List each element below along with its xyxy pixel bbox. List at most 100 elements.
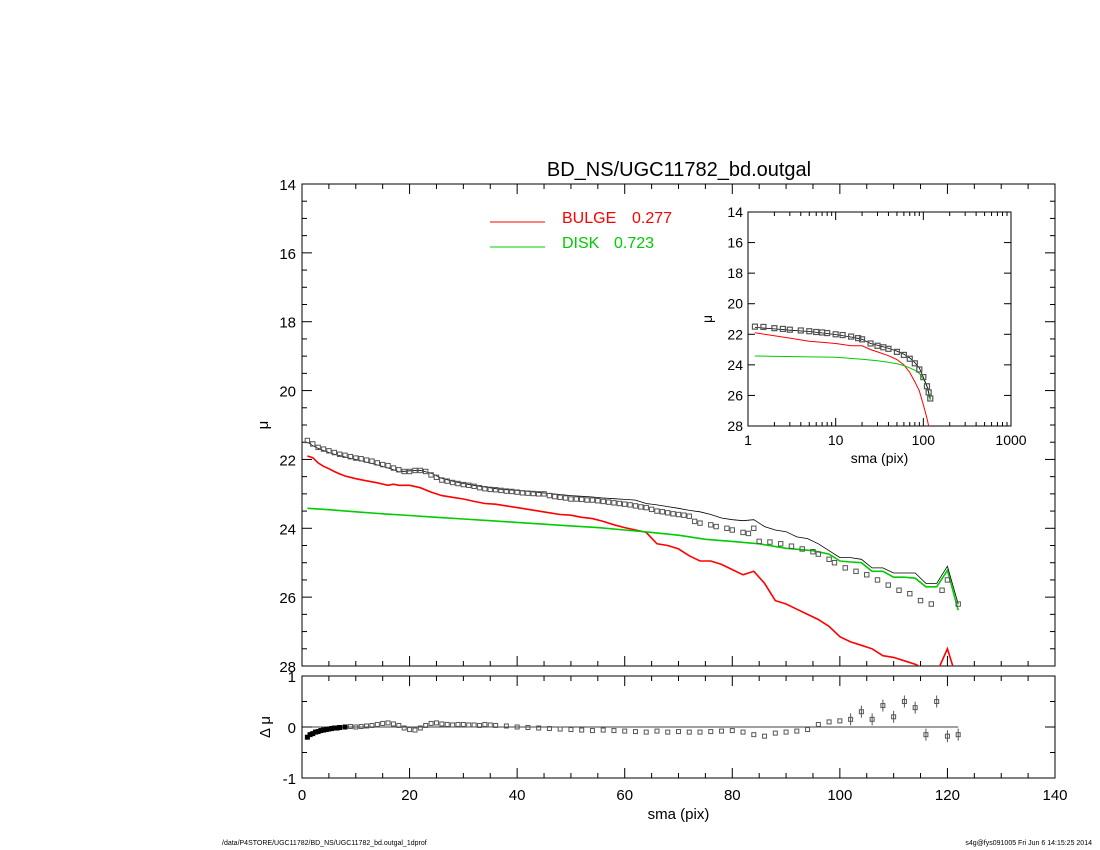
observed-point <box>525 490 531 496</box>
observed-point <box>864 572 870 578</box>
observed-point <box>385 462 391 469</box>
observed-point <box>799 546 805 552</box>
observed-point <box>648 506 655 513</box>
inset-total-line <box>754 327 931 399</box>
observed-point <box>320 446 327 452</box>
observed-point <box>611 500 617 506</box>
observed-point <box>665 510 671 516</box>
observed-point <box>777 541 784 547</box>
y-tick-label: 18 <box>279 315 296 332</box>
observed-point <box>675 511 682 518</box>
observed-point <box>632 503 639 509</box>
residual-point <box>665 729 671 735</box>
inset-observed-point <box>911 360 918 367</box>
observed-point <box>853 568 859 575</box>
residual-point <box>622 728 628 734</box>
inset-observed-point <box>923 383 931 390</box>
observed-point <box>842 565 848 571</box>
inset-x-tick-label: 100 <box>912 432 936 448</box>
residual-point <box>611 728 617 734</box>
observed-point <box>643 504 649 511</box>
observed-point <box>358 456 364 462</box>
observed-point <box>955 601 961 607</box>
residual-point <box>536 725 542 731</box>
observed-point <box>514 489 520 495</box>
inset-observed-point <box>813 328 820 336</box>
inset-observed-point <box>900 351 907 359</box>
resid-x-tick-label: 60 <box>616 787 633 804</box>
y-axis-label: μ <box>255 421 272 430</box>
inset-observed-point <box>824 329 831 337</box>
observed-point <box>444 478 450 484</box>
residual-point <box>401 725 407 731</box>
observed-point <box>605 499 612 505</box>
observed-point <box>304 437 311 444</box>
residual-point <box>848 716 854 722</box>
residual-point <box>546 726 552 732</box>
residual-point <box>380 720 386 726</box>
y-tick-label: 20 <box>279 384 296 401</box>
residual-point <box>444 721 450 727</box>
main-plot-panel: 14 16 18 20 22 24 26 28 μ <box>255 177 1056 676</box>
residual-point <box>697 729 703 735</box>
residual-point <box>374 721 380 727</box>
residual-point <box>762 733 768 739</box>
residual-point <box>358 723 364 729</box>
inset-x-tick-label: 1 <box>744 432 752 448</box>
observed-point <box>310 441 316 447</box>
inset-observed-point <box>867 340 874 347</box>
resid-y-tick-label: 0 <box>288 720 296 737</box>
observed-point <box>353 455 359 461</box>
residual-point <box>417 725 423 731</box>
resid-x-tick-label: 80 <box>724 787 741 804</box>
residual-point <box>407 727 413 733</box>
observed-point <box>546 492 553 499</box>
residual-point <box>600 727 606 733</box>
residual-point <box>955 732 961 738</box>
residual-point <box>568 727 574 733</box>
inset-y-tick-label: 26 <box>727 387 743 403</box>
observed-point <box>815 551 822 557</box>
observed-point <box>417 467 424 474</box>
total-model-line <box>307 441 959 605</box>
residual-point <box>944 733 950 739</box>
observed-point <box>535 491 542 497</box>
inset-disk-line <box>754 355 931 401</box>
resid-y-tick-label: 1 <box>288 669 296 686</box>
residual-point <box>455 721 461 727</box>
legend: BULGE 0.277 DISK 0.723 <box>490 210 672 252</box>
observed-point <box>885 582 891 588</box>
resid-x-tick-label: 120 <box>935 787 960 804</box>
residual-point <box>676 729 681 735</box>
observed-point <box>412 467 418 474</box>
observed-point <box>466 482 472 488</box>
footer-file-path: /data/P4STORE/UGC11782/BD_NS/UGC11782_bd… <box>222 840 427 847</box>
residual-point <box>412 727 418 733</box>
observed-point <box>595 498 601 504</box>
residual-point <box>369 722 375 728</box>
residual-point <box>423 722 429 728</box>
observed-point <box>724 525 730 531</box>
residual-point <box>815 721 821 727</box>
residual-point <box>589 728 595 734</box>
inset-observed-point <box>920 373 927 381</box>
observed-point <box>406 468 413 475</box>
inset-observed-point <box>832 331 839 338</box>
observed-point <box>670 511 676 517</box>
residual-point <box>772 730 778 736</box>
inset-y-tick-label: 18 <box>727 265 743 281</box>
observed-point <box>390 465 397 471</box>
observed-point <box>519 490 526 496</box>
y-tick-label: 26 <box>279 590 296 607</box>
observed-point <box>509 488 515 495</box>
inset-observed-point <box>925 389 932 396</box>
observed-point <box>428 472 434 478</box>
observed-point <box>530 490 536 497</box>
inset-observed-point <box>906 355 913 362</box>
inset-observed-point <box>839 331 846 339</box>
observed-point <box>449 479 456 486</box>
residual-point <box>858 709 864 715</box>
residual-point <box>579 727 585 733</box>
observed-point <box>831 560 838 566</box>
